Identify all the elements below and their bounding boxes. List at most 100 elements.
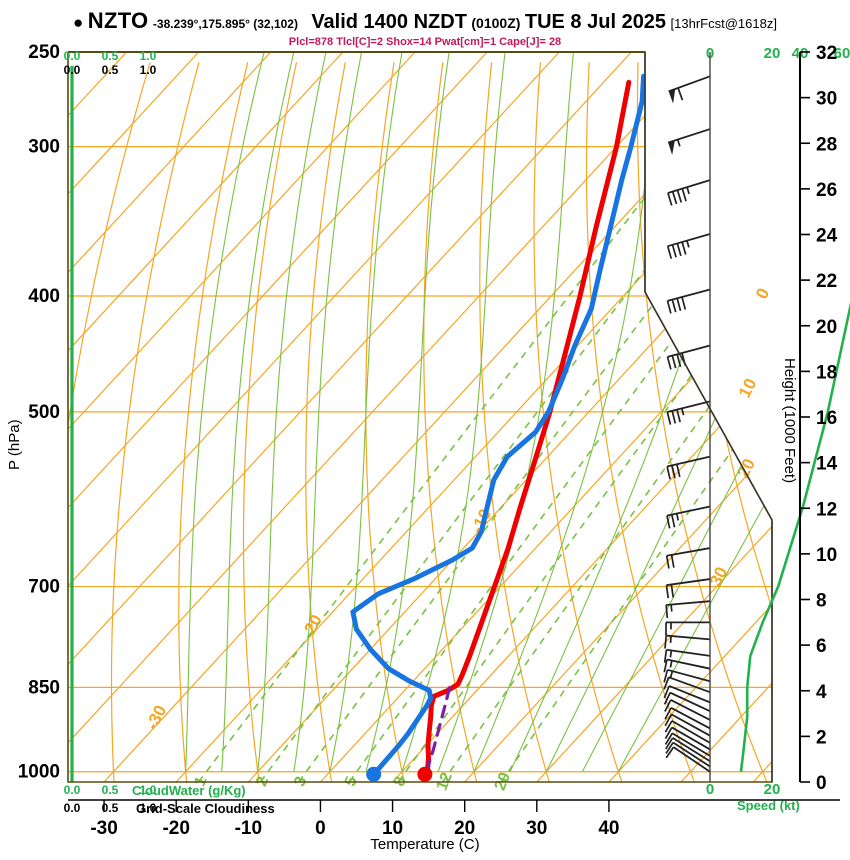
- station-coordinates: -38.239°,175.895° (32,102): [152, 17, 298, 31]
- svg-text:20: 20: [764, 781, 781, 798]
- svg-text:28: 28: [816, 134, 837, 155]
- cloudwater-legend-label: CloudWater (g/Kg): [132, 783, 246, 798]
- pressure-axis-label: P (hPa): [6, 419, 23, 470]
- svg-text:20: 20: [764, 45, 781, 62]
- wind-barb: [663, 648, 711, 663]
- svg-text:-30: -30: [142, 702, 170, 733]
- svg-text:18: 18: [816, 362, 837, 383]
- wind-barb: [663, 685, 711, 704]
- wind-barb: [665, 547, 711, 569]
- wind-barb: [663, 691, 711, 713]
- wind-barb: [667, 128, 711, 156]
- wind-barb: [664, 726, 711, 751]
- svg-text:0: 0: [315, 818, 326, 839]
- wind-barb: [665, 746, 711, 773]
- svg-text:0: 0: [816, 773, 827, 794]
- svg-text:1000: 1000: [18, 762, 60, 783]
- svg-text:0.0: 0.0: [64, 49, 81, 63]
- valid-date: TUE 8 Jul 2025: [524, 11, 667, 33]
- height-axis-label: Height (1000 Feet): [781, 358, 798, 484]
- station-id: NZTO: [87, 8, 149, 33]
- svg-text:30: 30: [816, 89, 837, 110]
- wind-barb: [663, 668, 711, 683]
- svg-text:60: 60: [834, 45, 850, 62]
- svg-text:-10: -10: [235, 818, 262, 839]
- svg-text:1.0: 1.0: [140, 783, 157, 797]
- svg-text:6: 6: [816, 636, 827, 657]
- svg-text:0: 0: [706, 781, 714, 798]
- wind-barb: [665, 737, 711, 762]
- stability-parameters: Plcl=878 Tlcl[C]=2 Shox=14 Pwat[cm]=1 Ca…: [288, 36, 562, 48]
- wind-barb-column: [644, 52, 773, 782]
- wind-speed-curve: [739, 301, 850, 772]
- svg-text:700: 700: [28, 577, 60, 598]
- svg-text:10: 10: [382, 818, 403, 839]
- wind-barb: [668, 75, 711, 104]
- wind-barb: [664, 713, 711, 737]
- svg-text:10: 10: [735, 375, 761, 400]
- surface-temperature: [417, 766, 433, 782]
- svg-text:250: 250: [28, 42, 60, 63]
- svg-text:26: 26: [816, 180, 837, 201]
- valid-time: Valid 1400 NZDT: [311, 11, 467, 33]
- svg-text:0.0: 0.0: [64, 801, 81, 815]
- svg-text:400: 400: [28, 286, 60, 307]
- speed-axis-label: Speed (kt): [737, 798, 800, 813]
- wind-barb: [663, 658, 711, 673]
- svg-text:22: 22: [816, 271, 837, 292]
- svg-text:4: 4: [816, 682, 827, 703]
- wind-barb: [665, 600, 711, 619]
- svg-text:0.0: 0.0: [64, 63, 81, 77]
- wind-barb: [664, 634, 711, 649]
- svg-text:14: 14: [816, 454, 838, 475]
- svg-text:32: 32: [816, 43, 837, 64]
- svg-text:20: 20: [816, 317, 837, 338]
- svg-text:8: 8: [816, 591, 827, 612]
- sounding-series-parcel: [424, 685, 451, 774]
- svg-text:300: 300: [28, 137, 60, 158]
- surface-dewpoint: [366, 766, 382, 782]
- svg-text:0: 0: [752, 285, 773, 302]
- svg-text:-20: -20: [162, 818, 189, 839]
- svg-text:20: 20: [454, 818, 475, 839]
- svg-text:0.5: 0.5: [102, 783, 119, 797]
- sounding-series-dewpoint: [350, 73, 647, 775]
- wind-barb: [666, 455, 711, 480]
- wind-barb: [666, 233, 711, 259]
- svg-text:40: 40: [598, 818, 619, 839]
- wind-barb: [664, 732, 711, 757]
- svg-text:500: 500: [28, 402, 60, 423]
- svg-text:1.0: 1.0: [140, 801, 157, 815]
- station-dot-icon: ●: [73, 13, 84, 32]
- svg-text:0.5: 0.5: [102, 63, 119, 77]
- svg-text:-30: -30: [90, 818, 117, 839]
- svg-text:0.0: 0.0: [64, 783, 81, 797]
- wind-speed-profile-curve: [739, 301, 850, 772]
- wind-barb: [664, 699, 711, 721]
- svg-text:10: 10: [816, 545, 837, 566]
- svg-text:1.0: 1.0: [140, 49, 157, 63]
- svg-text:0.5: 0.5: [102, 801, 119, 815]
- svg-text:20: 20: [733, 455, 759, 480]
- wind-barb: [667, 179, 711, 206]
- wind-barb: [664, 720, 711, 744]
- wind-barb: [666, 288, 711, 314]
- wind-barb: [666, 505, 711, 529]
- wind-barb: [665, 621, 710, 636]
- wind-barb: [665, 741, 711, 768]
- cloudiness-legend-label: Grid-Scale Cloudiness: [136, 801, 275, 816]
- svg-text:24: 24: [816, 226, 838, 247]
- mixing-ratio-lines: 1 2 3 5 8 12 20: [191, 71, 772, 793]
- svg-text:16: 16: [816, 408, 837, 429]
- wind-barb: [665, 578, 711, 599]
- forecast-info: [13hrFcst@1618z]: [670, 16, 777, 31]
- wind-barb: [663, 676, 711, 694]
- temperature-axis-label: Temperature (C): [370, 836, 480, 853]
- sounding-series-temperature: [424, 79, 632, 775]
- svg-text:30: 30: [526, 818, 547, 839]
- sounding-curves: [350, 73, 647, 782]
